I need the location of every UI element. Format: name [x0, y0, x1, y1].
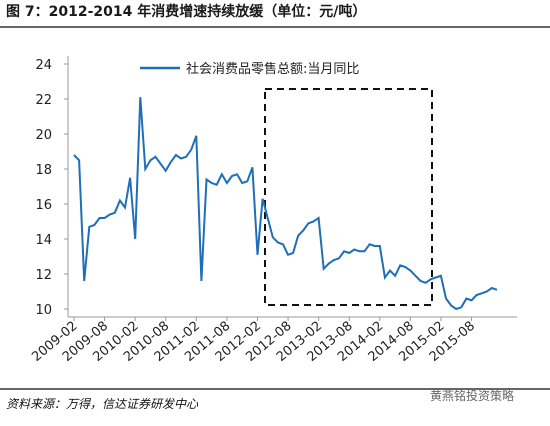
y-tick-label: 10 — [35, 303, 52, 318]
source: 资料来源：万得，信达证券研发中心 — [6, 397, 199, 411]
y-tick-label: 20 — [35, 128, 52, 143]
series-line — [73, 97, 498, 311]
y-tick-label: 14 — [35, 233, 52, 248]
chart-title: 图 7：2012-2014 年消费增速持续放缓（单位：元/吨） — [6, 3, 366, 20]
y-tick-label: 24 — [35, 58, 52, 73]
y-tick-label: 16 — [35, 198, 52, 213]
y-tick-label: 22 — [35, 93, 52, 108]
y-tick-label: 12 — [35, 268, 52, 283]
legend-label: 社会消费品零售总额:当月同比 — [186, 61, 359, 77]
watermark: 黄燕铭投资策略 — [430, 388, 514, 403]
highlight-box — [264, 88, 433, 306]
y-tick-label: 18 — [35, 163, 52, 178]
